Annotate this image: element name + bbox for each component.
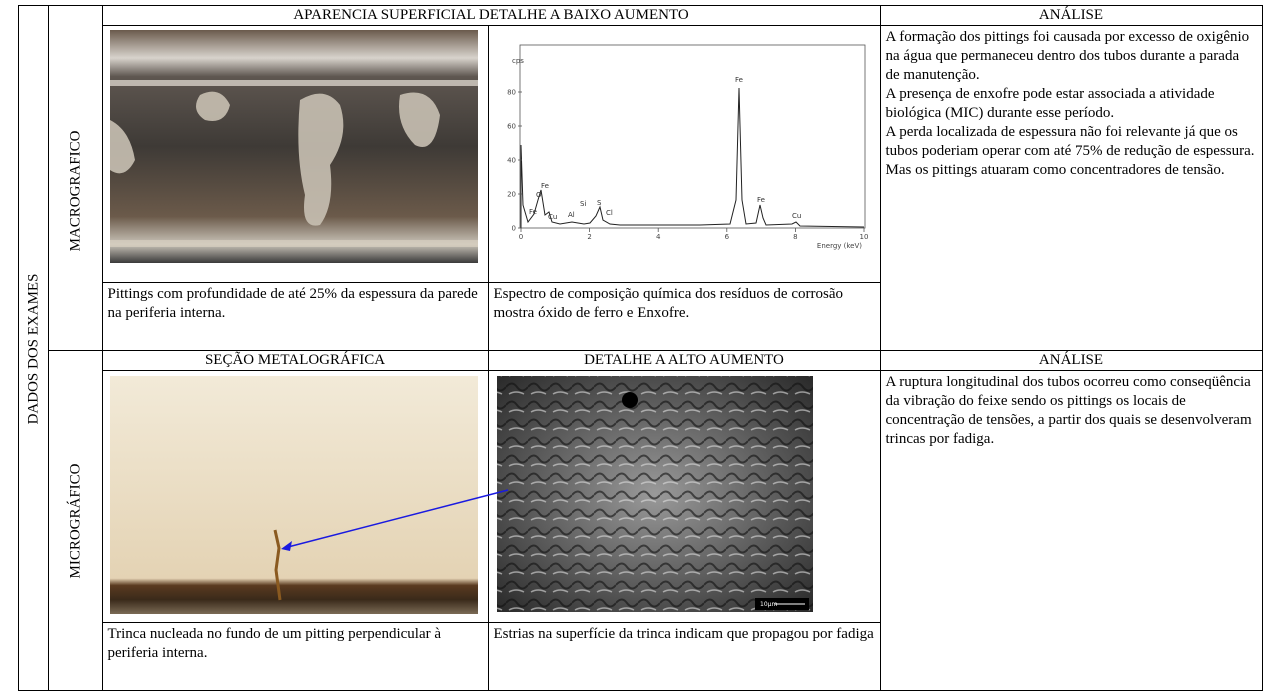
y-tick-label: 80 <box>507 89 516 97</box>
spectrum: cps Energy (keV) Fe O Fe Cu Al Si S Cl F… <box>495 30 874 262</box>
peak-label: S <box>597 199 602 207</box>
document: DADOS DOS EXAMES MACROGRAFICO MICROGRÁFI… <box>0 0 1267 696</box>
y-tick-label: 40 <box>507 157 516 165</box>
page: Dados dos exames {"side_label": "DADOS D… <box>0 0 1267 696</box>
x-tick-label: 4 <box>656 233 661 241</box>
metallograph <box>110 376 478 614</box>
peak-label: Cu <box>792 212 801 220</box>
x-tick-label: 6 <box>725 233 730 241</box>
spectrum-unit: cps <box>512 57 524 65</box>
spectrum-x-label: Energy (keV) <box>817 242 862 250</box>
peak-label: Si <box>580 200 586 208</box>
peak-label: Fe <box>529 208 537 216</box>
scale-label: 10µm <box>760 601 777 608</box>
y-tick-label: 20 <box>507 191 516 199</box>
peak-label: Cl <box>606 209 613 217</box>
peak-label: O <box>536 191 542 199</box>
x-tick-label: 2 <box>587 233 591 241</box>
peak-label: Cu <box>548 213 557 221</box>
peak-label: Al <box>568 211 575 219</box>
images: cps Energy (keV) Fe O Fe Cu Al Si S Cl F… <box>0 0 1267 696</box>
x-tick-label: 0 <box>519 233 523 241</box>
macro-photo <box>110 30 478 263</box>
sem-photo: 10µm <box>497 376 813 612</box>
y-tick-label: 60 <box>507 123 516 131</box>
x-tick-label: 8 <box>793 233 797 241</box>
peak-label: Fe <box>541 182 549 190</box>
x-tick-label: 10 <box>860 233 869 241</box>
y-tick-label: 0 <box>512 225 516 233</box>
peak-label: Fe <box>757 196 765 204</box>
peak-label: Fe <box>735 76 743 84</box>
